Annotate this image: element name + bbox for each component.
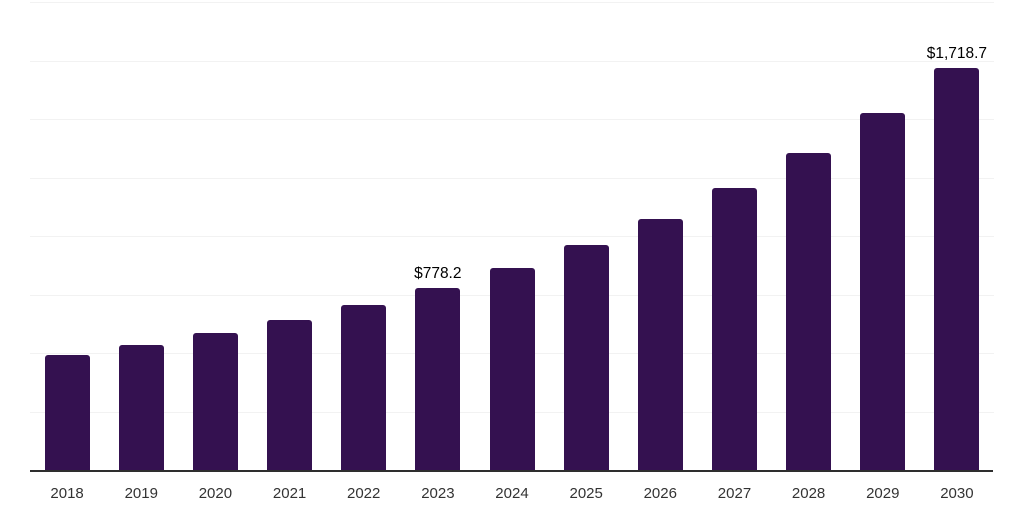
- x-tick-2029: 2029: [866, 485, 900, 502]
- x-tick-2030: 2030: [940, 485, 974, 502]
- bar-2021: [267, 320, 312, 470]
- x-tick-2027: 2027: [717, 485, 752, 502]
- bar-2020: [192, 332, 238, 470]
- x-tick-2020: 2020: [198, 485, 233, 502]
- bar-2024: [489, 267, 535, 470]
- bar-2026: [637, 219, 683, 470]
- bar-2027: [712, 188, 757, 470]
- data-label-2030: $1,718.7: [926, 44, 988, 62]
- x-tick-2023: 2023: [421, 485, 455, 502]
- x-tick-2018: 2018: [50, 485, 84, 502]
- gridline-1250: [30, 178, 994, 179]
- x-tick-2022: 2022: [347, 485, 381, 502]
- gridline-1500: [30, 119, 994, 120]
- bar-2019: [118, 344, 164, 470]
- data-label-2023: $778.2: [414, 264, 462, 282]
- gridline-2000: [30, 2, 994, 3]
- x-tick-2025: 2025: [569, 485, 603, 502]
- x-axis-line: [30, 470, 993, 472]
- bar-2018: [44, 355, 90, 470]
- x-tick-2024: 2024: [495, 485, 529, 502]
- bar-2023: [415, 287, 461, 470]
- gridline-1750: [30, 61, 994, 62]
- bar-2029: [860, 113, 906, 470]
- bar-2022: [341, 305, 387, 470]
- x-tick-2028: 2028: [791, 485, 826, 502]
- x-tick-2026: 2026: [643, 485, 677, 502]
- gridline-1000: [30, 236, 994, 237]
- bar-2028: [786, 152, 832, 470]
- bar-2030: [934, 67, 980, 470]
- x-tick-2019: 2019: [124, 485, 158, 502]
- bar-2025: [563, 245, 609, 470]
- x-tick-2021: 2021: [272, 485, 307, 502]
